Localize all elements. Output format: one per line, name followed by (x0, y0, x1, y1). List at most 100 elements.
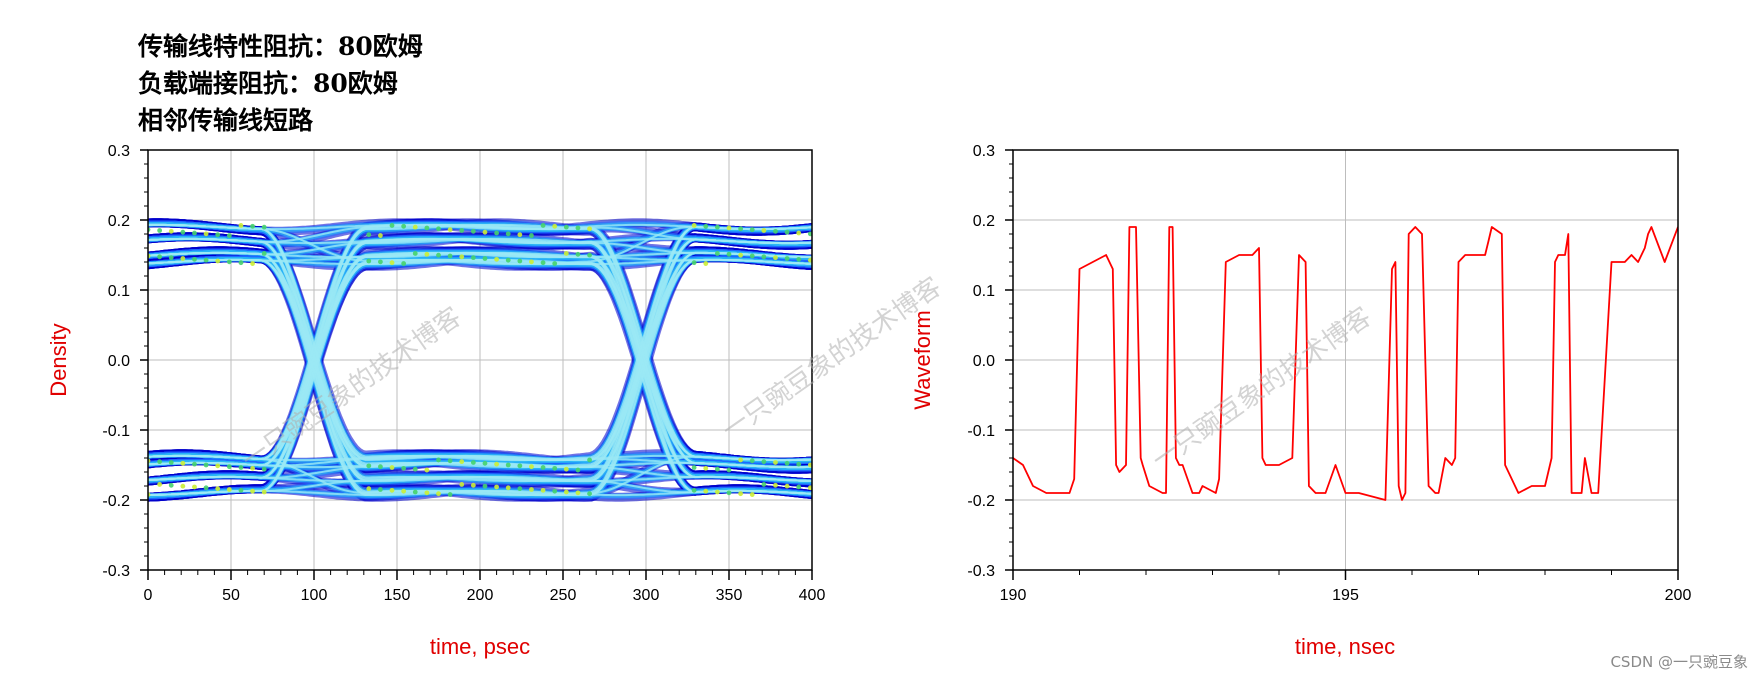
eye-density-speckle (726, 467, 732, 473)
eye-density-speckle (482, 483, 488, 489)
eye-density-speckle (226, 464, 232, 470)
eye-density-speckle (459, 459, 465, 465)
eye-y-tick-label: 0.1 (108, 283, 130, 300)
eye-density-speckle (215, 258, 221, 264)
eye-density-speckle (412, 489, 418, 495)
eye-density-speckle (529, 464, 534, 470)
wave-x-axis-label: time, nsec (1295, 634, 1395, 659)
waveform-axes (1005, 149, 1679, 580)
eye-density-speckle (505, 485, 511, 491)
eye-diagram-chart: 0 50 100 150 200 250 300 350 400 -0.3 -0.2 -0.1 0.0 0… (46, 143, 825, 659)
waveform-line (1013, 226, 1678, 501)
eye-density-speckle (447, 458, 453, 464)
eye-density-speckle (238, 260, 244, 266)
eye-density-speckle (238, 223, 244, 228)
eye-density-speckle (157, 459, 163, 465)
eye-density-speckle (192, 256, 197, 262)
eye-density-speckle (470, 228, 476, 234)
eye-density-speckle (226, 487, 232, 492)
eye-density-speckle (749, 492, 755, 497)
eye-x-tick-label: 350 (716, 587, 743, 604)
eye-y-tick-label: 0.2 (108, 213, 130, 230)
eye-density-speckle (784, 256, 790, 261)
eye-plot-frame (147, 149, 813, 571)
title-line-termination: 负载端接阻抗：80欧姆 (138, 69, 398, 98)
eye-density-speckle (470, 255, 476, 261)
eye-density-speckle (389, 487, 395, 493)
eye-density-speckle (261, 466, 267, 472)
eye-density-speckle (575, 490, 581, 496)
eye-y-axis-label: Density (46, 323, 71, 396)
wave-y-tick-label: 0.0 (973, 353, 995, 370)
eye-density-speckle (436, 457, 441, 463)
eye-density-speckle (378, 464, 383, 470)
eye-density-speckle (691, 260, 697, 266)
eye-density-speckle (796, 461, 802, 467)
eye-density-speckle (168, 460, 174, 465)
eye-y-tick-label: 0.0 (108, 353, 130, 370)
figure-title-block: 传输线特性阻抗：80欧姆 负载端接阻抗：80欧姆 相邻传输线短路 (138, 28, 423, 139)
eye-density-speckle (366, 486, 372, 492)
wave-y-tick-label: 0.1 (973, 283, 995, 300)
waveform-series (1013, 226, 1678, 501)
eye-density-speckle (796, 256, 802, 262)
eye-density-speckle (261, 489, 267, 495)
eye-density-trace (148, 454, 812, 497)
eye-density-speckle (378, 259, 383, 265)
eye-density-speckle (575, 225, 581, 231)
eye-density-speckle (738, 252, 744, 258)
eye-density-speckle (563, 489, 569, 495)
eye-density-speckle (738, 226, 744, 232)
eye-density-speckle (749, 227, 755, 233)
eye-density-speckle (714, 251, 720, 256)
eye-density-speckle (807, 231, 812, 237)
eye-density-speckle (761, 228, 767, 233)
eye-density-speckle (587, 491, 592, 497)
eye-density-speckle (215, 463, 221, 469)
wave-y-tick-label: -0.3 (967, 563, 995, 580)
eye-density-speckle (401, 488, 407, 494)
eye-density-speckle (203, 462, 209, 468)
eye-density-speckle (517, 486, 523, 492)
wave-x-tick-label: 200 (1665, 587, 1692, 604)
eye-density-speckle (494, 230, 499, 236)
eye-density-speckle (261, 251, 267, 256)
eye-x-tick-label: 250 (550, 587, 577, 604)
eye-density-speckle (691, 223, 697, 228)
eye-density-speckle (773, 255, 778, 261)
eye-density-speckle (505, 257, 511, 263)
eye-density-speckle (552, 261, 558, 266)
eye-density-speckle (459, 228, 465, 233)
eye-density-speckle (192, 230, 197, 236)
eye-density-speckle (761, 254, 767, 260)
eye-x-tick-label: 150 (384, 587, 411, 604)
eye-density-speckle (796, 484, 802, 490)
eye-density-speckle (761, 459, 767, 465)
eye-x-axis-label: time, psec (430, 634, 530, 659)
eye-density-speckle (552, 465, 558, 471)
eye-density-speckle (563, 251, 569, 256)
eye-density-speckle (157, 254, 163, 260)
eye-density-speckle (784, 483, 790, 489)
eye-density-speckle (540, 223, 546, 228)
eye-density-speckle (447, 253, 453, 259)
eye-density-speckle (552, 488, 558, 494)
eye-density-speckle (761, 482, 767, 487)
eye-density-speckle (575, 467, 581, 473)
eye-density-speckle (691, 487, 697, 493)
eye-density-speckle (796, 230, 802, 236)
eye-density-speckle (424, 467, 430, 473)
eye-density-speckle (563, 224, 569, 230)
eye-density-speckle (203, 257, 209, 263)
eye-density-speckle (180, 256, 186, 261)
eye-density-speckle (540, 465, 546, 470)
eye-density-speckle (482, 229, 488, 235)
eye-density-speckle (773, 460, 778, 465)
eye-axes (140, 149, 813, 580)
eye-density-speckle (807, 485, 812, 491)
eye-density-speckle (447, 227, 453, 233)
eye-density-speckle (563, 466, 569, 472)
eye-density-speckle (529, 259, 534, 265)
eye-density-speckle (726, 251, 732, 257)
eye-density-trace (148, 454, 812, 469)
